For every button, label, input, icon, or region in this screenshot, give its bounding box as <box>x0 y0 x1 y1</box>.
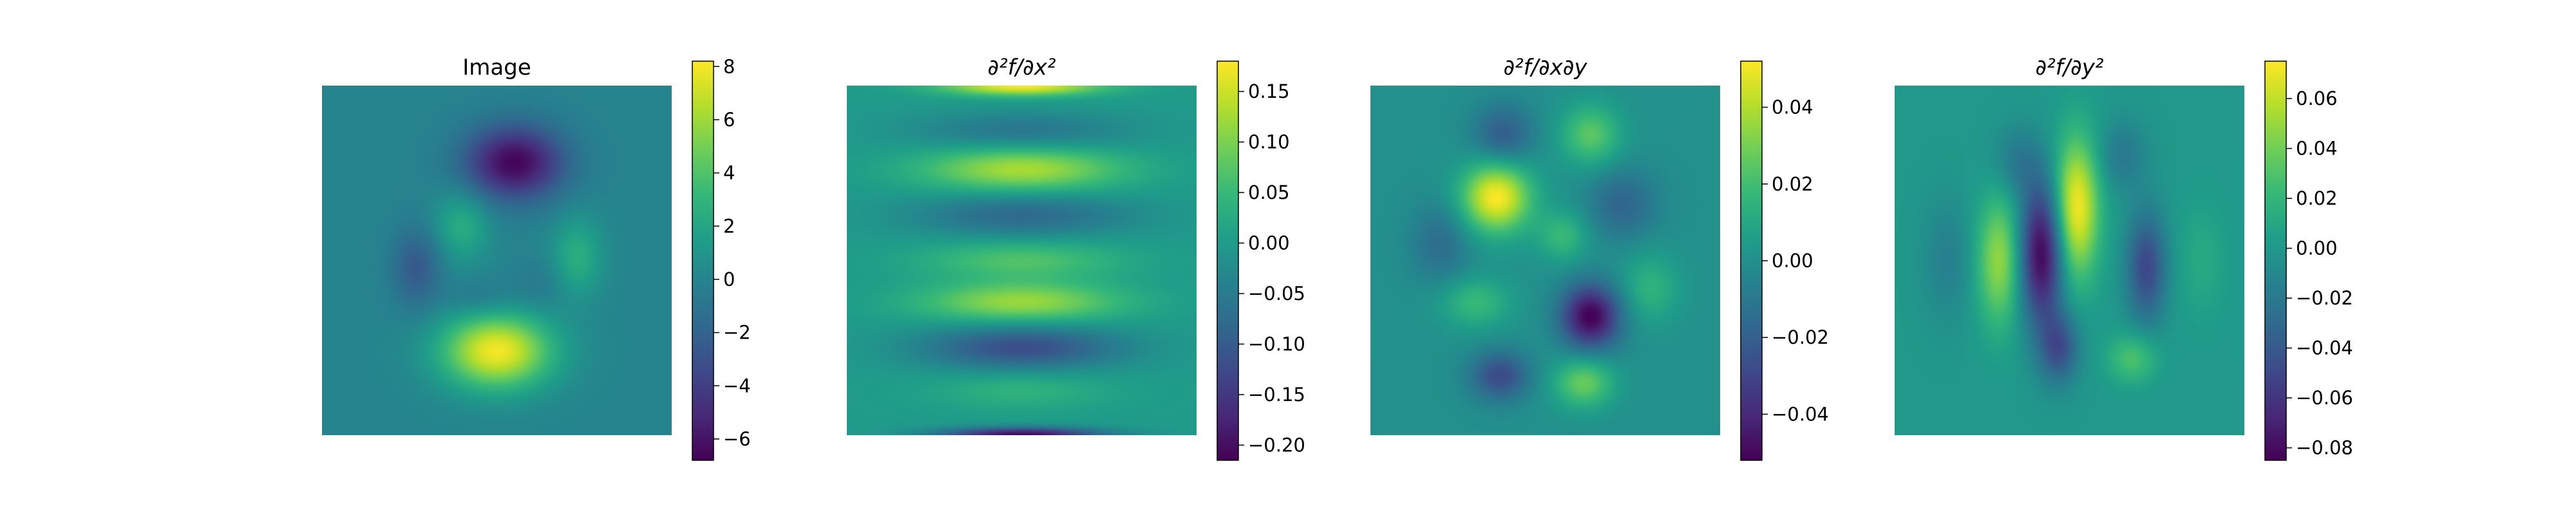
colorbar-tick-label: −0.05 <box>1248 283 1305 304</box>
colorbar-tick-label: 6 <box>723 109 735 131</box>
panel-title: Image <box>462 55 531 80</box>
colorbar-tick-label: 0 <box>723 268 735 290</box>
colorbar-tick-label: −0.15 <box>1248 384 1305 406</box>
colorbar-tick-label: 0.00 <box>1248 232 1290 254</box>
colorbar-tick-label: −0.06 <box>2296 387 2353 409</box>
colorbar-tick-label: −0.04 <box>2296 337 2353 359</box>
colorbar <box>1740 61 1763 461</box>
colorbar <box>1217 61 1239 461</box>
colorbar-tick-label: 0.04 <box>1772 97 1814 118</box>
colorbar-tick-label: −0.20 <box>1248 434 1305 456</box>
panel-title: ∂²f/∂y² <box>2036 55 2104 80</box>
panel-4: ∂²f/∂y² 0.06 0.04 0.02 0.00 −0.02 −0.04 −0.06 −0… <box>1895 55 2353 461</box>
colorbar-tick-label: −4 <box>723 375 751 397</box>
panel-1: Image 8 6 4 2 0 −2 −4 −6 <box>322 55 751 461</box>
colorbar-tick-label: −2 <box>723 322 751 344</box>
colorbar-tick-label: 0.06 <box>2296 88 2338 109</box>
colorbar-tick-label: 0.05 <box>1248 182 1290 203</box>
colorbar-tick-label: −0.08 <box>2296 437 2353 459</box>
colorbar-tick-label: 0.00 <box>2296 238 2338 259</box>
heatmap-image <box>322 86 672 435</box>
colorbar-tick-label: −0.02 <box>1772 326 1829 348</box>
colorbar-tick-label: 0.00 <box>1772 250 1814 272</box>
heatmap-image <box>1895 86 2244 435</box>
panel-2: ∂²f/∂x² 0.15 0.10 0.05 0.00 −0.05 −0.10 −0.15 −0… <box>847 55 1305 461</box>
panel-title: ∂²f/∂x∂y <box>1503 55 1587 80</box>
colorbar <box>692 61 714 461</box>
heatmap-image <box>1370 86 1720 435</box>
colorbar-tick-label: 0.10 <box>1248 131 1290 153</box>
colorbar-tick-label: 2 <box>723 215 735 237</box>
colorbar-tick-label: −0.02 <box>2296 287 2353 309</box>
colorbar-tick-label: −6 <box>723 428 751 450</box>
colorbar <box>2264 61 2287 461</box>
colorbar-tick-label: 4 <box>723 162 735 184</box>
heatmap-image <box>847 86 1197 435</box>
colorbar-tick-label: 8 <box>723 55 735 77</box>
colorbar-tick-label: −0.04 <box>1772 403 1829 425</box>
panel-3: ∂²f/∂x∂y 0.04 0.02 0.00 −0.02 −0.04 <box>1370 55 1829 461</box>
colorbar-tick-label: −0.10 <box>1248 333 1305 355</box>
colorbar-tick-label: 0.04 <box>2296 138 2338 160</box>
colorbar-tick-label: 0.15 <box>1248 80 1290 102</box>
panel-title: ∂²f/∂x² <box>988 55 1056 80</box>
colorbar-tick-label: 0.02 <box>1772 173 1814 195</box>
colorbar-tick-label: 0.02 <box>2296 187 2338 209</box>
